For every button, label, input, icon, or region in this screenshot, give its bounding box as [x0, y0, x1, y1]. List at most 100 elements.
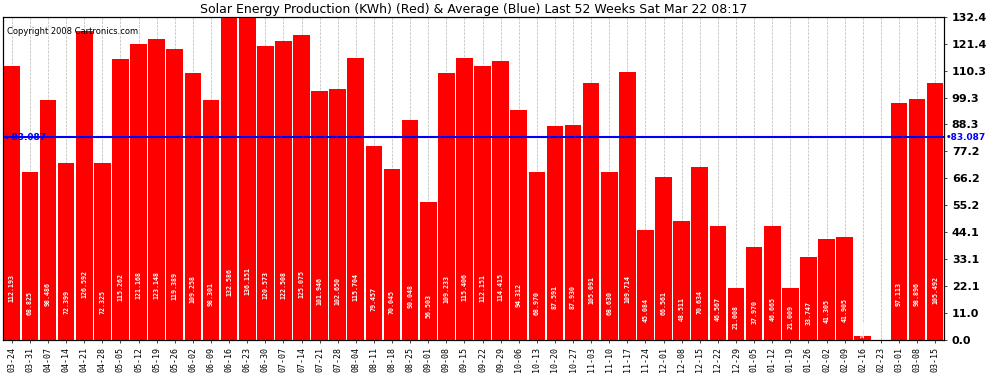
- Text: 56.503: 56.503: [426, 294, 432, 318]
- Bar: [221, 16, 238, 340]
- Bar: [402, 120, 419, 340]
- Text: 122.508: 122.508: [280, 271, 286, 299]
- Bar: [854, 336, 871, 340]
- Text: 98.486: 98.486: [45, 282, 51, 306]
- Bar: [764, 226, 780, 340]
- Text: 126.592: 126.592: [81, 270, 87, 298]
- Bar: [529, 171, 545, 340]
- Text: 41.905: 41.905: [842, 298, 847, 322]
- Bar: [166, 49, 183, 340]
- Bar: [546, 126, 563, 340]
- Text: 97.113: 97.113: [896, 282, 902, 306]
- Text: 105.492: 105.492: [933, 276, 939, 304]
- Text: 109.714: 109.714: [625, 274, 631, 303]
- Bar: [745, 247, 762, 340]
- Text: 45.084: 45.084: [643, 297, 648, 321]
- Text: 119.389: 119.389: [172, 272, 178, 300]
- Bar: [909, 99, 926, 340]
- Bar: [655, 177, 672, 340]
- Bar: [311, 91, 328, 340]
- Bar: [691, 168, 708, 340]
- Bar: [57, 163, 74, 340]
- Bar: [511, 110, 527, 340]
- Bar: [76, 31, 93, 340]
- Bar: [800, 257, 817, 340]
- Bar: [184, 74, 201, 340]
- Text: 115.704: 115.704: [352, 273, 358, 301]
- Text: ←83.087: ←83.087: [5, 133, 47, 142]
- Text: 120.573: 120.573: [262, 272, 268, 300]
- Text: 46.567: 46.567: [715, 297, 721, 321]
- Text: 102.650: 102.650: [335, 277, 341, 305]
- Bar: [94, 164, 111, 340]
- Bar: [818, 239, 835, 340]
- Text: 21.009: 21.009: [787, 304, 793, 328]
- Text: 136.151: 136.151: [245, 267, 250, 295]
- Bar: [564, 125, 581, 340]
- Title: Solar Energy Production (KWh) (Red) & Average (Blue) Last 52 Weeks Sat Mar 22 08: Solar Energy Production (KWh) (Red) & Av…: [200, 3, 747, 16]
- Bar: [148, 39, 165, 340]
- Text: 68.630: 68.630: [606, 291, 612, 315]
- Text: 46.665: 46.665: [769, 297, 775, 321]
- Bar: [239, 8, 255, 340]
- Bar: [601, 172, 618, 340]
- Bar: [782, 288, 799, 340]
- Bar: [330, 90, 346, 340]
- Bar: [492, 61, 509, 340]
- Text: 66.561: 66.561: [660, 291, 666, 315]
- Text: 123.148: 123.148: [153, 271, 159, 299]
- Text: 79.457: 79.457: [371, 288, 377, 312]
- Bar: [583, 84, 600, 340]
- Bar: [4, 66, 20, 340]
- Text: 33.747: 33.747: [806, 301, 812, 325]
- Text: 41.305: 41.305: [824, 298, 830, 322]
- Text: 125.075: 125.075: [299, 270, 305, 298]
- Text: 109.258: 109.258: [190, 275, 196, 303]
- Bar: [456, 58, 473, 340]
- Bar: [673, 221, 690, 340]
- Bar: [293, 35, 310, 340]
- Bar: [347, 58, 364, 340]
- Text: 72.325: 72.325: [99, 290, 105, 314]
- Text: 132.586: 132.586: [226, 268, 232, 296]
- Text: 70.045: 70.045: [389, 290, 395, 314]
- Text: 101.946: 101.946: [317, 277, 323, 305]
- Text: 72.399: 72.399: [63, 290, 69, 314]
- Text: 87.591: 87.591: [552, 285, 558, 309]
- Text: 115.262: 115.262: [118, 273, 124, 301]
- Text: 94.312: 94.312: [516, 283, 522, 307]
- Text: 121.168: 121.168: [136, 271, 142, 299]
- Bar: [710, 226, 727, 340]
- Text: 70.634: 70.634: [697, 290, 703, 314]
- Text: 114.415: 114.415: [498, 273, 504, 301]
- Text: 68.825: 68.825: [27, 291, 33, 315]
- Text: 105.091: 105.091: [588, 276, 594, 304]
- Bar: [22, 172, 39, 340]
- Text: 115.406: 115.406: [461, 273, 467, 301]
- Bar: [474, 66, 491, 340]
- Text: •83.087: •83.087: [946, 133, 986, 142]
- Text: 48.511: 48.511: [679, 297, 685, 321]
- Bar: [837, 237, 853, 340]
- Bar: [891, 103, 907, 340]
- Text: 112.193: 112.193: [9, 274, 15, 302]
- Bar: [40, 100, 56, 340]
- Bar: [728, 288, 744, 340]
- Text: 21.008: 21.008: [733, 304, 739, 328]
- Text: 68.970: 68.970: [534, 291, 540, 315]
- Text: 98.301: 98.301: [208, 282, 214, 306]
- Text: 1.413: 1.413: [860, 321, 865, 338]
- Bar: [112, 59, 129, 340]
- Text: 112.151: 112.151: [479, 274, 485, 302]
- Text: Copyright 2008 Cartronics.com: Copyright 2008 Cartronics.com: [8, 27, 139, 36]
- Text: 87.930: 87.930: [570, 285, 576, 309]
- Bar: [927, 82, 943, 340]
- Text: 98.896: 98.896: [914, 282, 920, 306]
- Bar: [384, 169, 400, 340]
- Bar: [420, 202, 437, 340]
- Bar: [638, 230, 653, 340]
- Bar: [619, 72, 636, 340]
- Bar: [203, 100, 220, 340]
- Bar: [365, 146, 382, 340]
- Text: 90.048: 90.048: [407, 284, 413, 308]
